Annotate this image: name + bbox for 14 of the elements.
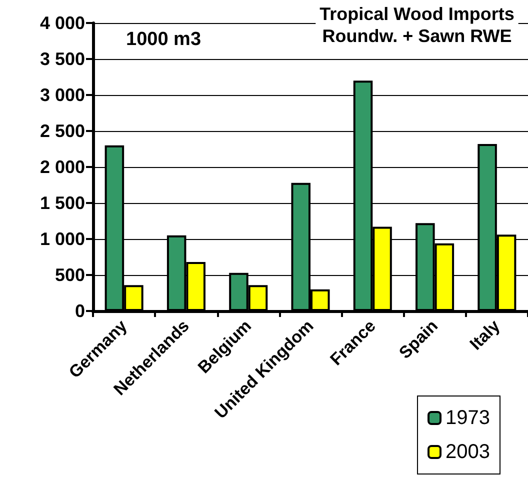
- y-tick-label: 1 000: [40, 229, 85, 249]
- legend-label: 2003: [446, 441, 490, 463]
- chart-subtitle: Roundw. + Sawn RWE: [322, 26, 512, 46]
- y-tick-label: 3 500: [40, 49, 85, 69]
- y-tick-label: 3 000: [40, 85, 85, 105]
- y-tick-label: 4 000: [40, 13, 85, 33]
- annotation: 1000 m3: [126, 29, 202, 50]
- legend-label: 1973: [446, 407, 490, 429]
- y-tick-label: 2 000: [40, 157, 85, 177]
- y-tick-label: 1 500: [40, 193, 85, 213]
- y-tick-label: 0: [74, 301, 85, 321]
- y-tick-label: 500: [54, 265, 85, 285]
- y-tick-label: 2 500: [40, 121, 85, 141]
- chart-title: Tropical Wood Imports: [320, 4, 514, 24]
